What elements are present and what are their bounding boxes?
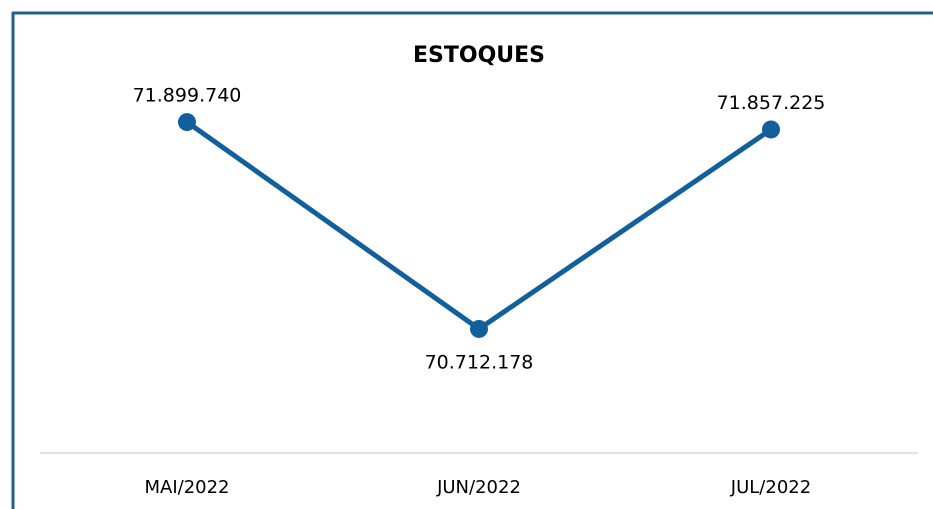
chart-title: ESTOQUES [413, 43, 545, 68]
marker [178, 113, 196, 132]
data-label: 71.857.225 [717, 92, 826, 114]
marker [470, 319, 488, 338]
marker [762, 120, 780, 139]
data-label: 70.712.178 [425, 351, 534, 373]
x-tick-label: MAI/2022 [144, 477, 229, 498]
x-tick-label: JUL/2022 [730, 477, 811, 498]
data-label: 71.899.740 [133, 85, 242, 107]
x-tick-label: JUN/2022 [436, 477, 521, 498]
